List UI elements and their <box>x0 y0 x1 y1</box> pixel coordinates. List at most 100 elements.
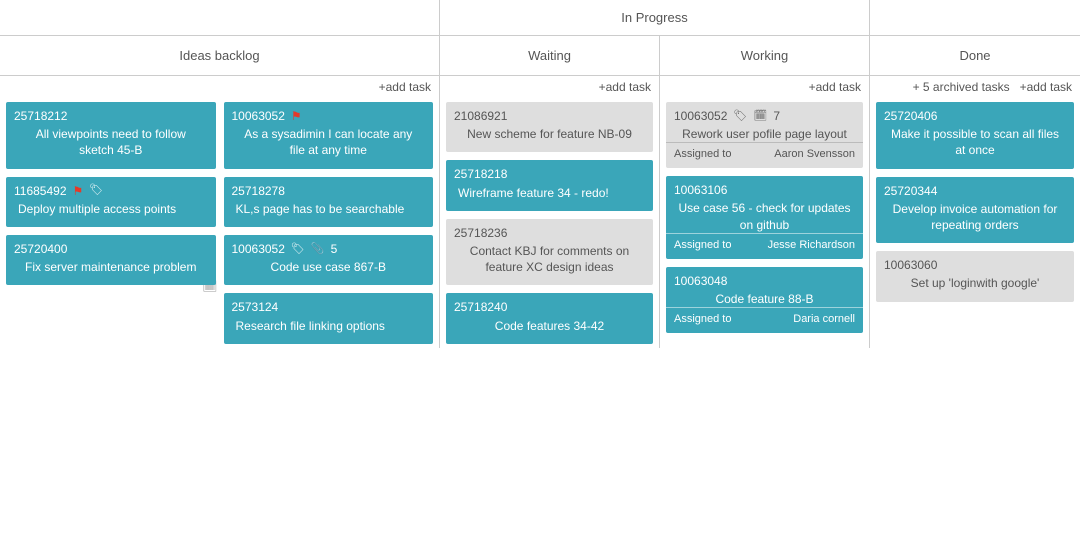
task-card[interactable]: 10063052 🏷 📎 5 Code use case 867-B <box>224 235 434 285</box>
assigned-label: Assigned to <box>674 312 731 327</box>
columns-row: 25718212 All viewpoints need to follow s… <box>0 98 1080 348</box>
task-id: 21086921 <box>454 108 507 124</box>
column-backlog: 25718212 All viewpoints need to follow s… <box>0 98 440 348</box>
task-id: 25720400 <box>14 241 67 257</box>
add-task-backlog[interactable]: +add task <box>379 80 431 94</box>
header-waiting-label: Waiting <box>528 48 571 63</box>
task-card[interactable]: 25718218 Wireframe feature 34 - redo! <box>446 160 653 210</box>
attachment-icon: 📎 <box>311 242 325 257</box>
assigned-row: Assigned to Daria cornell <box>666 307 863 333</box>
task-id: 25718236 <box>454 225 507 241</box>
task-card[interactable]: 25720406 Make it possible to scan all fi… <box>876 102 1074 169</box>
archived-tasks-link[interactable]: + 5 archived tasks <box>913 80 1010 94</box>
header-backlog-spacer <box>0 0 440 35</box>
assigned-name: Aaron Svensson <box>774 147 855 162</box>
column-done: 25720406 Make it possible to scan all fi… <box>870 98 1080 348</box>
task-card[interactable]: 21086921 New scheme for feature NB-09 <box>446 102 653 152</box>
task-id: 25718278 <box>232 183 285 199</box>
header-backlog[interactable]: Ideas backlog <box>0 36 440 75</box>
task-title: Code feature 88-B <box>674 291 855 307</box>
task-id: 10063048 <box>674 273 727 289</box>
task-title: KL,s page has to be searchable <box>232 201 426 217</box>
task-card[interactable]: 10063106 Use case 56 - check for updates… <box>666 176 863 258</box>
task-title: Contact KBJ for comments on feature XC d… <box>454 243 645 275</box>
task-card[interactable]: 10063060 Set up 'loginwith google' <box>876 251 1074 301</box>
tag-icon: 🏷 <box>733 109 747 124</box>
tag-icon: 🏷 <box>291 242 305 257</box>
task-title: New scheme for feature NB-09 <box>454 126 645 142</box>
header-done-label: Done <box>959 48 990 63</box>
header-inprogress-label: In Progress <box>621 10 687 25</box>
task-card[interactable]: 10063052 🏷 🗓 7 Rework user pofile page l… <box>666 102 863 168</box>
task-id: 10063106 <box>674 182 727 198</box>
add-task-backlog-cell: +add task <box>0 76 440 98</box>
add-task-working-cell: +add task <box>660 76 870 98</box>
task-title: Develop invoice automation for repeating… <box>884 201 1066 233</box>
task-title: Rework user pofile page layout <box>674 126 855 142</box>
task-count: 5 <box>331 241 338 257</box>
task-id: 25720344 <box>884 183 937 199</box>
task-count: 7 <box>773 108 780 124</box>
header-backlog-label: Ideas backlog <box>179 48 259 63</box>
task-id: 25718212 <box>14 108 67 124</box>
assigned-name: Jesse Richardson <box>768 238 855 253</box>
add-task-waiting[interactable]: +add task <box>599 80 651 94</box>
task-id: 10063052 <box>232 108 285 124</box>
task-card[interactable]: 11685492 ⚑ 🏷 Deploy multiple access poin… <box>6 177 216 227</box>
task-card[interactable]: 25718236 Contact KBJ for comments on fea… <box>446 219 653 286</box>
header-row-1: In Progress <box>0 0 1080 36</box>
assigned-name: Daria cornell <box>793 312 855 327</box>
assigned-row: Assigned to Jesse Richardson <box>666 233 863 259</box>
task-title: All viewpoints need to follow sketch 45-… <box>14 126 208 158</box>
header-inprogress[interactable]: In Progress <box>440 0 870 35</box>
task-id: 2573124 <box>232 299 279 315</box>
task-title: Research file linking options <box>232 318 426 334</box>
task-card[interactable]: 10063052 ⚑ As a sysadimin I can locate a… <box>224 102 434 169</box>
assigned-label: Assigned to <box>674 238 731 253</box>
task-title: Wireframe feature 34 - redo! <box>454 185 645 201</box>
task-title: Set up 'loginwith google' <box>884 275 1066 291</box>
assigned-label: Assigned to <box>674 147 731 162</box>
task-card[interactable]: 25718212 All viewpoints need to follow s… <box>6 102 216 169</box>
header-working-label: Working <box>741 48 788 63</box>
header-done[interactable]: Done <box>870 36 1080 75</box>
kanban-board: In Progress Ideas backlog Waiting Workin… <box>0 0 1080 348</box>
tag-icon: 🏷 <box>89 183 103 198</box>
task-title: Make it possible to scan all files at on… <box>884 126 1066 158</box>
column-waiting: 21086921 New scheme for feature NB-09 25… <box>440 98 660 348</box>
backlog-right: 10063052 ⚑ As a sysadimin I can locate a… <box>224 102 434 344</box>
task-id: 11685492 <box>14 183 67 199</box>
task-title: Deploy multiple access points <box>14 201 208 217</box>
header-row-2: Ideas backlog Waiting Working Done <box>0 36 1080 76</box>
task-card[interactable]: 25720344 Develop invoice automation for … <box>876 177 1074 244</box>
task-title: Fix server maintenance problem <box>14 259 208 275</box>
task-title: As a sysadimin I can locate any file at … <box>232 126 426 158</box>
task-card[interactable]: 25718240 Code features 34-42 <box>446 293 653 343</box>
task-id: 25718240 <box>454 299 507 315</box>
add-task-working[interactable]: +add task <box>809 80 861 94</box>
task-card[interactable]: 10063048 Code feature 88-B Assigned to D… <box>666 267 863 333</box>
task-id: 25720406 <box>884 108 937 124</box>
task-card[interactable]: 25718278 KL,s page has to be searchable <box>224 177 434 227</box>
header-waiting[interactable]: Waiting <box>440 36 660 75</box>
flag-icon: ⚑ <box>73 185 84 197</box>
header-done-spacer <box>870 0 1080 35</box>
header-working[interactable]: Working <box>660 36 870 75</box>
calendar-icon: 🗓 <box>753 109 767 124</box>
assigned-row: Assigned to Aaron Svensson <box>666 142 863 168</box>
task-id: 10063052 <box>674 108 727 124</box>
add-task-row: +add task +add task +add task + 5 archiv… <box>0 76 1080 98</box>
column-working: 10063052 🏷 🗓 7 Rework user pofile page l… <box>660 98 870 348</box>
task-card[interactable]: 25720400 Fix server maintenance problem <box>6 235 216 285</box>
task-id: 10063052 <box>232 241 285 257</box>
add-task-done[interactable]: +add task <box>1020 80 1072 94</box>
add-task-waiting-cell: +add task <box>440 76 660 98</box>
task-title: Use case 56 - check for updates on githu… <box>674 200 855 232</box>
add-task-done-cell: + 5 archived tasks +add task <box>870 76 1080 98</box>
task-card[interactable]: 2573124 Research file linking options <box>224 293 434 343</box>
task-id: 25718218 <box>454 166 507 182</box>
flag-icon: ⚑ <box>291 110 302 122</box>
task-title: Code use case 867-B <box>232 259 426 275</box>
backlog-left: 25718212 All viewpoints need to follow s… <box>6 102 216 344</box>
task-id: 10063060 <box>884 257 937 273</box>
